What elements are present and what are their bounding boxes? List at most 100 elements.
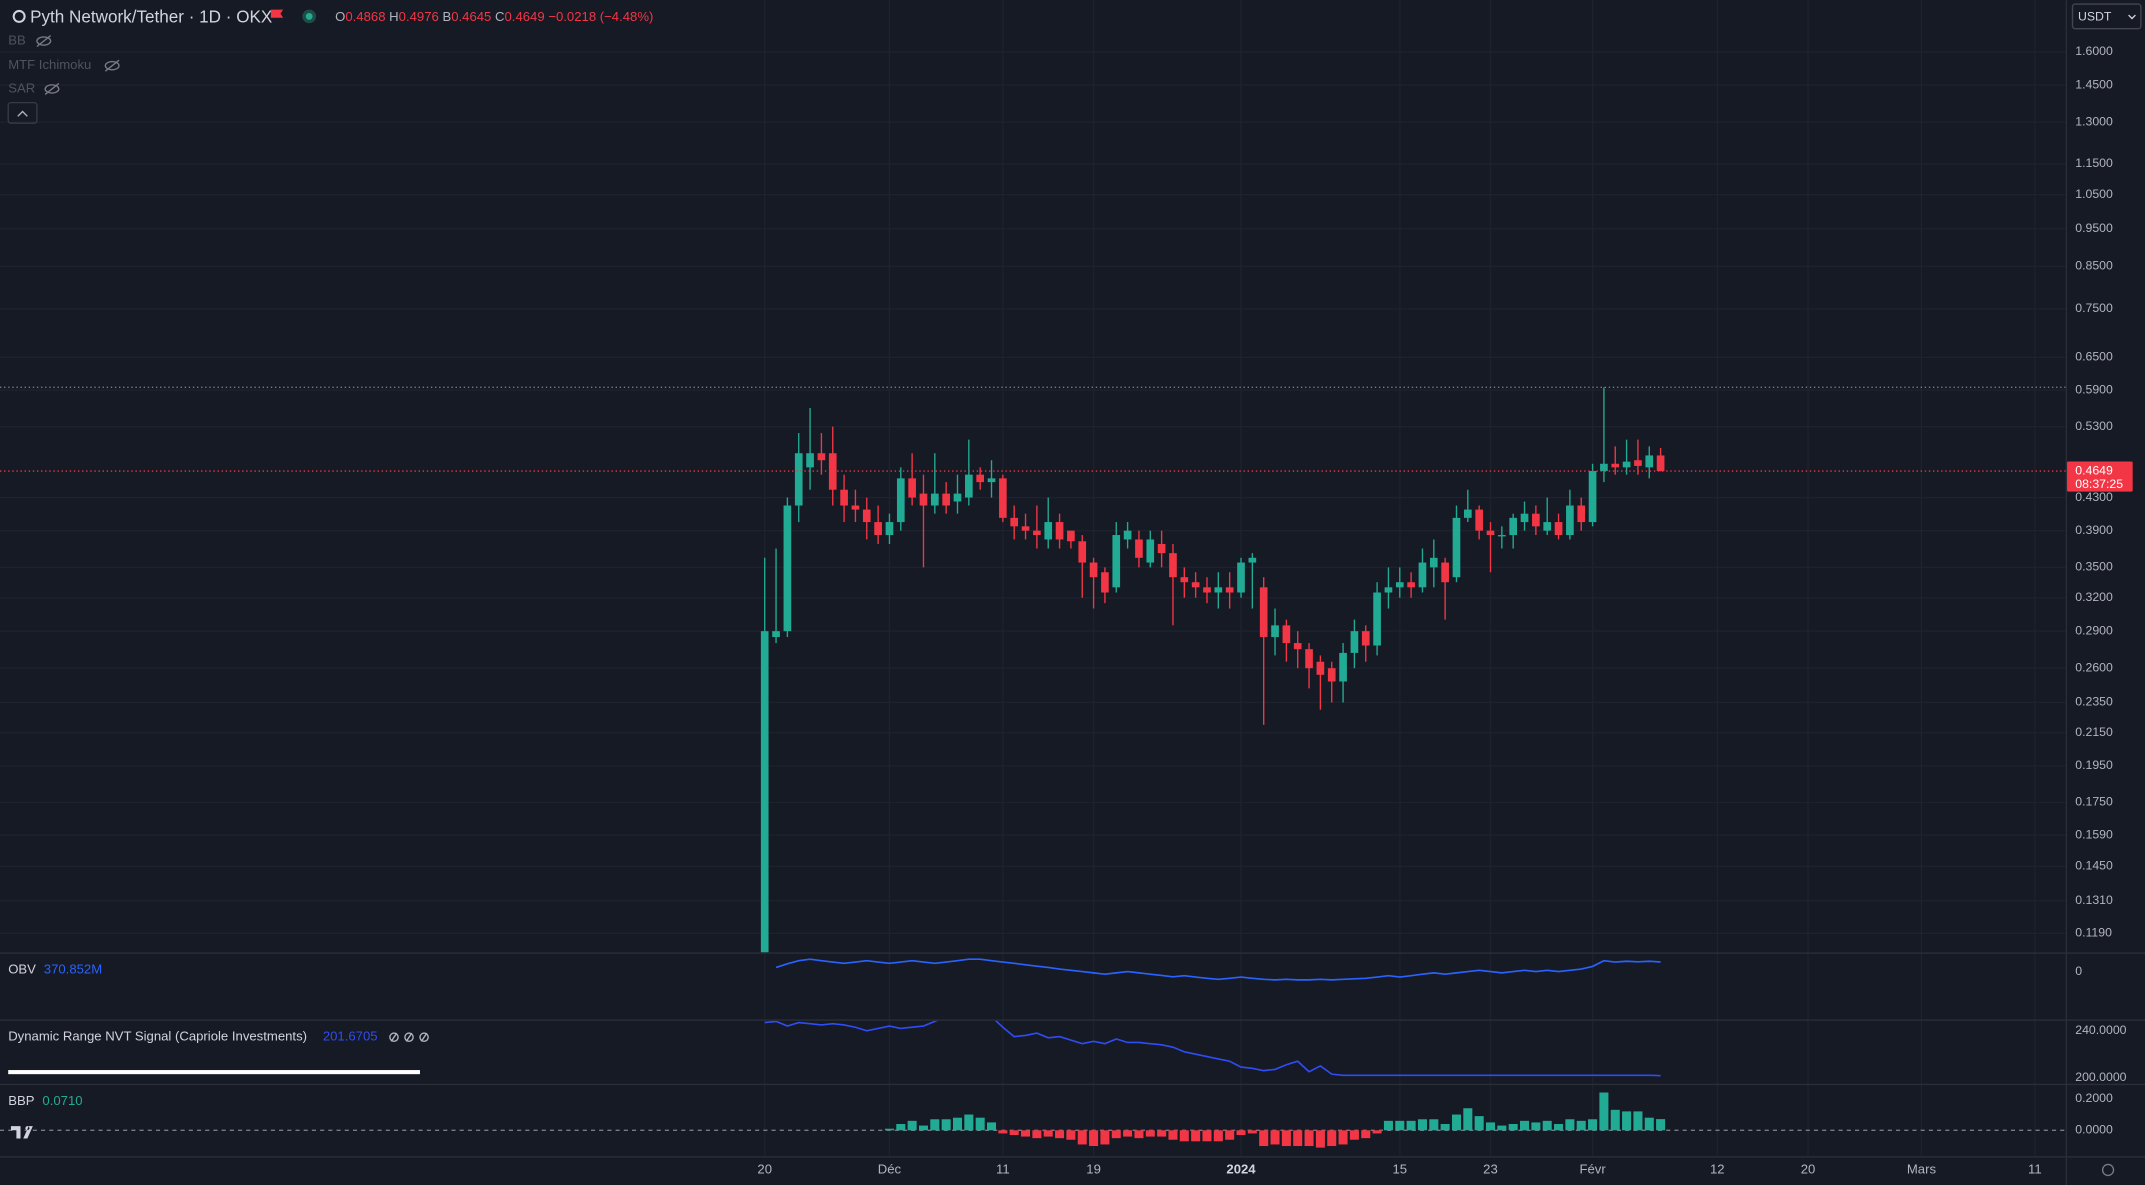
histogram-bar — [1588, 1119, 1598, 1131]
candle-body — [1532, 513, 1540, 527]
histogram-bar — [1633, 1111, 1643, 1131]
collapse-icon — [17, 110, 28, 117]
histogram-bar — [1622, 1111, 1632, 1131]
dropdown-icon — [2128, 14, 2136, 20]
candle-body — [1248, 557, 1257, 563]
close-label: C — [495, 9, 504, 24]
x-tick-label: 11 — [2028, 1161, 2042, 1176]
histogram-bar — [1293, 1130, 1303, 1147]
x-tick-label: Déc — [878, 1161, 902, 1176]
pane-value: 201.6705 — [323, 1029, 378, 1044]
candle-body — [1180, 577, 1189, 583]
grid — [0, 0, 2066, 1156]
candle-body — [783, 505, 792, 632]
indicator-line — [775, 958, 1661, 981]
candle-body — [1078, 541, 1087, 563]
histogram-bar — [1032, 1130, 1042, 1139]
candle-body — [1293, 643, 1302, 650]
candle-body — [1305, 649, 1313, 669]
histogram-bar — [907, 1120, 917, 1131]
candle-body — [976, 474, 985, 483]
y-tick-label: 0.5900 — [2075, 382, 2113, 396]
histogram-bar — [1497, 1125, 1507, 1131]
histogram-bar — [930, 1119, 940, 1131]
candle-body — [1463, 509, 1472, 518]
candle-body — [942, 493, 950, 506]
open-label: O — [335, 9, 345, 24]
open-value: 0.4868 — [345, 9, 385, 24]
indicator-label[interactable]: BB — [8, 33, 26, 48]
histogram-bar — [1599, 1092, 1609, 1131]
indicator-label[interactable]: SAR — [8, 80, 35, 95]
histogram-bar — [1055, 1130, 1065, 1139]
axes: 20 Déc 11 19 2024 15 23 Févr 12 20 Mars 11 1.6000 1.4… — [757, 44, 2133, 1176]
histogram-bar — [1066, 1130, 1076, 1140]
candle-body — [896, 478, 905, 523]
x-tick-label: 20 — [757, 1161, 772, 1176]
candle-body — [828, 453, 837, 490]
y-tick-label: 200.0000 — [2075, 1070, 2126, 1084]
candle-body — [953, 493, 962, 502]
histogram-bar — [1463, 1108, 1473, 1131]
candle-body — [1509, 517, 1518, 536]
candle-body — [1044, 522, 1053, 540]
histogram-bar — [1168, 1130, 1178, 1140]
y-tick-label: 1.1500 — [2075, 156, 2113, 170]
settings-icon[interactable] — [2101, 1163, 2115, 1177]
flag-icon[interactable] — [270, 9, 284, 18]
candle-body — [1384, 587, 1393, 593]
histogram-bar — [1542, 1120, 1552, 1131]
candle-body — [840, 489, 848, 506]
histogram-bar — [1191, 1130, 1201, 1142]
pane-title[interactable]: Dynamic Range NVT Signal (Capriole Inves… — [8, 1029, 307, 1044]
y-tick-label: 1.0500 — [2075, 187, 2113, 201]
candle-body — [851, 505, 860, 510]
candle-body — [794, 453, 803, 506]
y-tick-label: 0.3500 — [2075, 560, 2113, 574]
y-tick-label: 0.4300 — [2075, 490, 2113, 504]
histogram-bar — [1451, 1114, 1461, 1131]
histogram-bar — [1610, 1109, 1620, 1131]
candle-body — [1055, 522, 1064, 540]
pane-title[interactable]: BBP — [8, 1093, 35, 1108]
obv-pane — [775, 958, 1661, 981]
y-tick-label: 0.1450 — [2075, 859, 2113, 873]
candle-body — [1373, 592, 1381, 646]
histogram-bar — [1123, 1130, 1133, 1137]
symbol-title[interactable]: Pyth Network/Tether · 1D · OKX — [30, 7, 273, 26]
histogram-bar — [1077, 1130, 1087, 1145]
histogram-bar — [1531, 1122, 1541, 1131]
collapse-button[interactable] — [7, 101, 38, 124]
tradingview-logo[interactable] — [10, 1126, 33, 1139]
candle-body — [862, 509, 871, 523]
y-tick-label: 0.1190 — [2075, 926, 2112, 940]
histogram-bar — [975, 1117, 985, 1131]
histogram-bar — [1429, 1119, 1439, 1131]
x-tick-label: Mars — [1907, 1161, 1937, 1176]
histogram-bar — [1565, 1119, 1575, 1131]
indicator-label[interactable]: MTF Ichimoku — [8, 57, 91, 72]
candle-body — [908, 478, 916, 498]
histogram-bar — [964, 1114, 974, 1131]
pane-title[interactable]: OBV — [8, 962, 36, 977]
candle-body — [1407, 582, 1415, 588]
na-icons — [389, 1032, 429, 1043]
histogram-bar — [987, 1122, 997, 1131]
candle-body — [1441, 562, 1449, 583]
histogram-bar — [1236, 1130, 1246, 1136]
currency-button[interactable] — [2071, 3, 2142, 30]
histogram-bar — [1395, 1120, 1405, 1131]
candle-body — [817, 453, 826, 461]
candle-body — [1203, 587, 1211, 593]
candle-body — [1350, 631, 1359, 653]
countdown-label: 08:37:25 — [2075, 477, 2123, 491]
candle-body — [1089, 562, 1098, 578]
hidden-icons[interactable] — [36, 35, 120, 95]
symbol-logo — [12, 9, 26, 23]
histogram-bar — [1349, 1130, 1359, 1140]
source-banner — [8, 1070, 420, 1075]
histogram-bar — [1406, 1120, 1416, 1131]
x-tick-label: 20 — [1801, 1161, 1816, 1176]
